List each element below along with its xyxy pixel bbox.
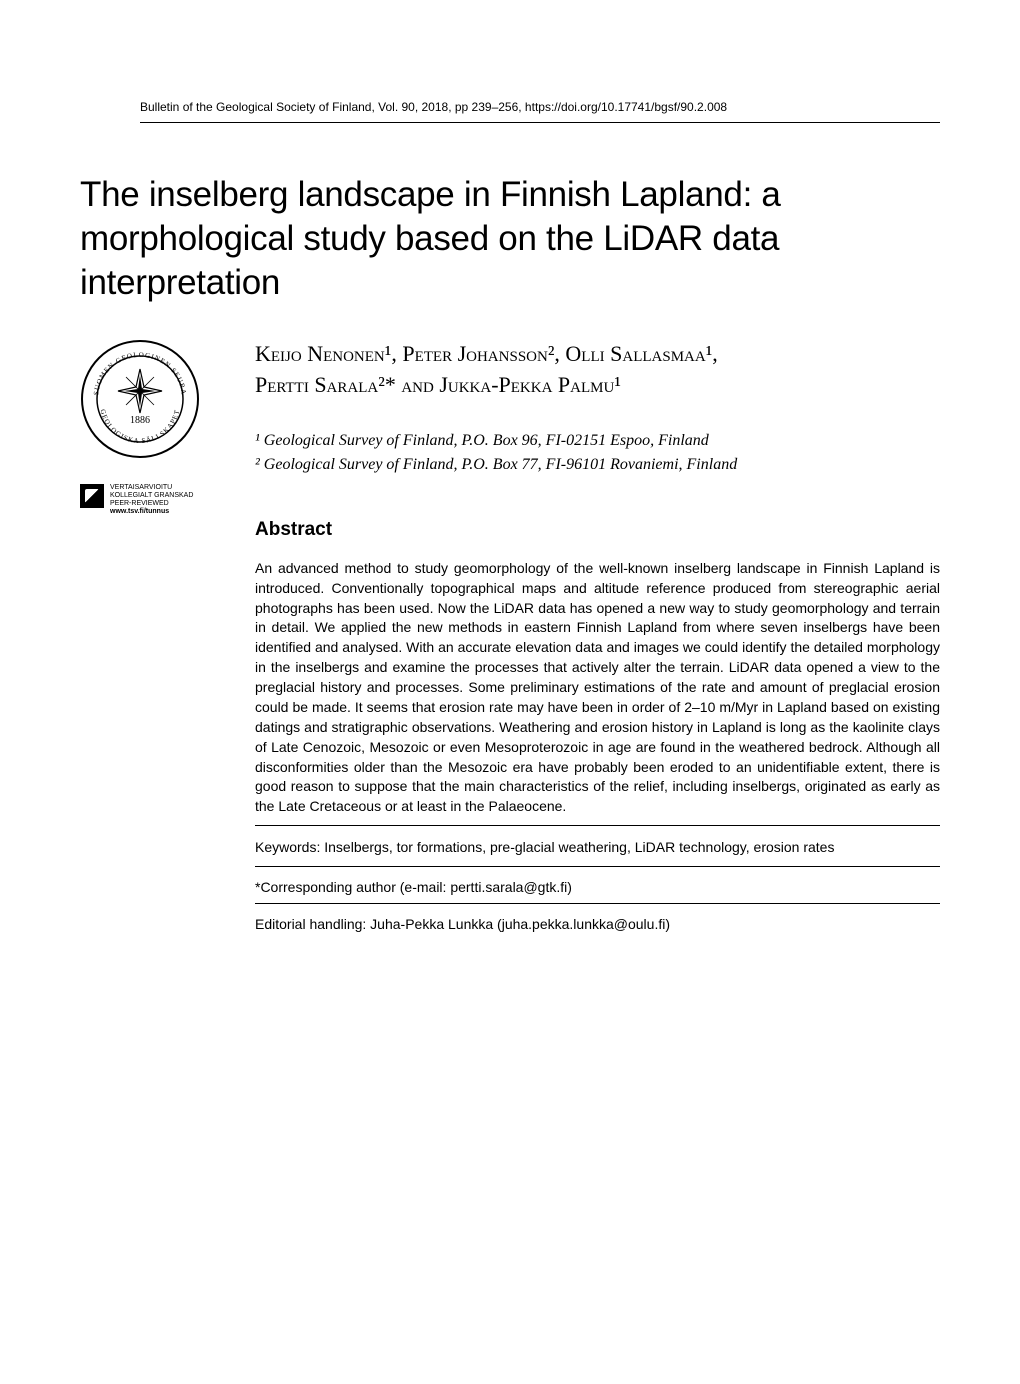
abstract-heading: Abstract (255, 519, 940, 541)
author-list: Keijo Nenonen¹, Peter Johansson², Olli S… (255, 339, 940, 401)
logo-year: 1886 (130, 415, 150, 426)
divider-2 (255, 866, 940, 867)
affiliations: ¹ Geological Survey of Finland, P.O. Box… (255, 429, 940, 477)
abstract-body: An advanced method to study geomorpholog… (255, 559, 940, 817)
divider-1 (255, 825, 940, 826)
left-column: SUOMEN GEOLOGINEN SEURA GEOLOGISKA SÄLLS… (80, 339, 225, 932)
affiliation-1: ¹ Geological Survey of Finland, P.O. Box… (255, 429, 940, 453)
article-title: The inselberg landscape in Finnish Lapla… (80, 173, 940, 304)
journal-citation: Bulletin of the Geological Society of Fi… (140, 100, 940, 123)
peer-line-3: PEER-REVIEWED (110, 500, 193, 508)
affiliation-2: ² Geological Survey of Finland, P.O. Box… (255, 453, 940, 477)
peer-line-2: KOLLEGIALT GRANSKAD (110, 492, 193, 500)
svg-text:GEOLOGISKA SÄLLSKAPET: GEOLOGISKA SÄLLSKAPET (99, 409, 182, 446)
peer-review-badge: VERTAISARVIOITU KOLLEGIALT GRANSKAD PEER… (80, 484, 210, 516)
authors-line-1: Keijo Nenonen¹, Peter Johansson², Olli S… (255, 339, 940, 370)
peer-review-text: VERTAISARVIOITU KOLLEGIALT GRANSKAD PEER… (110, 484, 193, 516)
corresponding-author: *Corresponding author (e-mail: pertti.sa… (255, 879, 940, 895)
peer-review-icon (80, 484, 104, 508)
right-column: Keijo Nenonen¹, Peter Johansson², Olli S… (255, 339, 940, 932)
geological-society-logo: SUOMEN GEOLOGINEN SEURA GEOLOGISKA SÄLLS… (80, 339, 200, 459)
authors-line-2: Pertti Sarala²* and Jukka-Pekka Palmu¹ (255, 370, 940, 401)
content-row: SUOMEN GEOLOGINEN SEURA GEOLOGISKA SÄLLS… (80, 339, 940, 932)
keywords: Keywords: Inselbergs, tor formations, pr… (255, 838, 940, 858)
peer-line-1: VERTAISARVIOITU (110, 484, 193, 492)
peer-line-4: www.tsv.fi/tunnus (110, 508, 193, 516)
editorial-handling: Editorial handling: Juha-Pekka Lunkka (j… (255, 916, 940, 932)
logo-bottom-text: GEOLOGISKA SÄLLSKAPET (99, 409, 182, 446)
divider-3 (255, 903, 940, 904)
